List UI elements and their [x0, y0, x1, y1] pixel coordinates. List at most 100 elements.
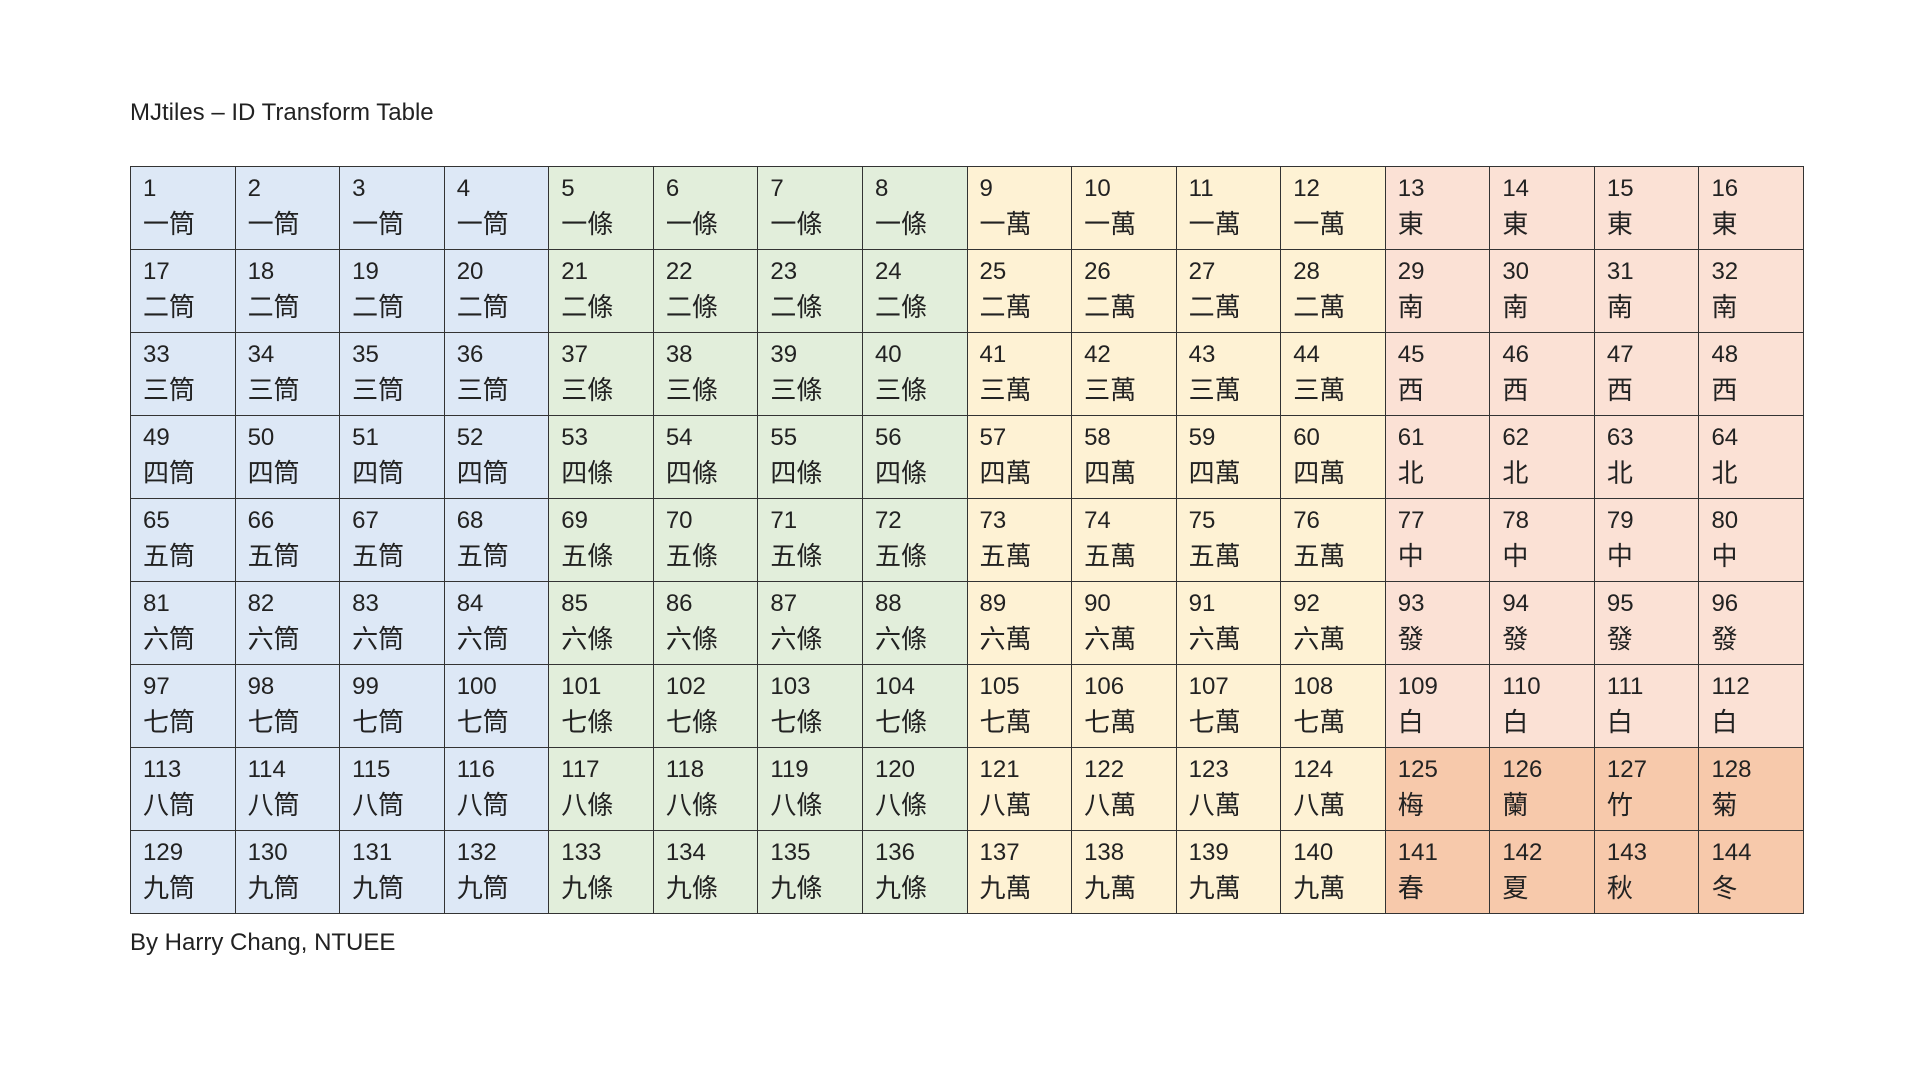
tile-cell: 135 九條 [757, 830, 863, 914]
tile-name: 三萬 [1084, 376, 1137, 406]
tile-id: 120 [874, 756, 915, 783]
tile-name: 五萬 [1293, 542, 1346, 572]
tile-id: 129 [143, 839, 184, 866]
tile-name: 發 [1397, 625, 1424, 655]
tile-cell: 109 白 [1384, 664, 1491, 748]
tile-cell: 8 一條 [861, 166, 968, 250]
tile-id: 8 [874, 175, 889, 202]
tile-cell: 57 四萬 [966, 415, 1073, 499]
tile-id: 86 [665, 590, 693, 617]
tile-name: 八萬 [1188, 791, 1241, 821]
tile-name: 東 [1397, 210, 1424, 240]
tile-name: 八條 [770, 791, 823, 821]
author-credit: By Harry Chang, NTUEE [130, 929, 396, 956]
tile-cell: 91 六萬 [1175, 581, 1282, 665]
tile-id: 110 [1502, 673, 1541, 700]
tile-name: 六條 [770, 625, 823, 655]
tile-id: 100 [456, 673, 497, 700]
tile-name: 五條 [665, 542, 718, 572]
tile-id: 20 [456, 258, 484, 285]
tile-id: 92 [1293, 590, 1320, 617]
tile-name: 八萬 [979, 791, 1032, 821]
tile-cell: 80 中 [1698, 498, 1804, 582]
tile-name: 六萬 [1188, 625, 1241, 655]
table-row: 129 九筒 130 九筒 131 九筒 132 九筒 133 九條 134 九條 135 九條 136 九條… [130, 830, 1804, 914]
table-row: 17 二筒 18 二筒 19 二筒 20 二筒 21 二條 22 二條 23 二條 24 二條 25 二萬 26 二萬… [130, 249, 1804, 333]
tile-id: 81 [143, 590, 170, 617]
tile-cell: 15 東 [1593, 166, 1700, 250]
tile-cell: 81 六筒 [130, 581, 236, 665]
tile-id: 68 [456, 507, 484, 534]
tile-cell: 128 菊 [1698, 747, 1804, 831]
tile-name: 白 [1397, 708, 1424, 738]
tile-cell: 87 六條 [757, 581, 863, 665]
tile-id: 82 [247, 590, 275, 617]
tile-id: 26 [1084, 258, 1111, 285]
tile-cell: 23 二條 [757, 249, 863, 333]
tile-cell: 122 八萬 [1071, 747, 1177, 831]
tile-id: 1 [143, 175, 157, 202]
tile-id: 17 [143, 258, 170, 285]
tile-name: 九條 [874, 874, 927, 904]
tile-name: 一條 [770, 210, 823, 240]
tile-name: 二萬 [1293, 293, 1346, 323]
tile-name: 二條 [770, 293, 823, 323]
tile-id: 18 [247, 258, 275, 285]
tile-id: 143 [1606, 839, 1647, 866]
tile-cell: 120 八條 [861, 747, 968, 831]
tile-cell: 114 八筒 [234, 747, 341, 831]
tile-id: 45 [1397, 341, 1425, 368]
tile-id: 5 [561, 175, 575, 202]
tile-cell: 51 四筒 [339, 415, 445, 499]
tile-cell: 112 白 [1698, 664, 1804, 748]
tile-id: 7 [770, 175, 784, 202]
tile-cell: 59 四萬 [1175, 415, 1282, 499]
tile-name: 九筒 [456, 874, 509, 904]
tile-cell: 18 二筒 [234, 249, 341, 333]
tile-name: 五筒 [247, 542, 300, 572]
tile-name: 二條 [665, 293, 718, 323]
tile-id: 99 [352, 673, 379, 700]
tile-id: 49 [143, 424, 170, 451]
tile-cell: 94 發 [1489, 581, 1595, 665]
tile-cell: 73 五萬 [966, 498, 1073, 582]
tile-id: 91 [1188, 590, 1216, 617]
tile-id: 109 [1397, 673, 1438, 700]
tile-name: 四筒 [456, 459, 509, 489]
tile-id: 87 [770, 590, 798, 617]
tile-cell: 1 一筒 [130, 166, 236, 250]
tile-name: 一條 [874, 210, 927, 240]
tile-id: 78 [1502, 507, 1530, 534]
tile-name: 白 [1711, 708, 1738, 738]
tile-id: 25 [979, 258, 1007, 285]
tile-name: 六筒 [247, 625, 300, 655]
tile-cell: 85 六條 [548, 581, 654, 665]
tile-cell: 96 發 [1698, 581, 1804, 665]
tile-name: 三條 [561, 376, 614, 406]
tile-name: 七筒 [143, 708, 196, 738]
tile-id: 105 [979, 673, 1020, 700]
tile-id: 77 [1397, 507, 1425, 534]
tile-name: 北 [1606, 459, 1633, 489]
tile-id: 16 [1711, 175, 1739, 202]
table-row: 65 五筒 66 五筒 67 五筒 68 五筒 69 五條 70 五條 71 五條 72 五條 73 五萬 74 五萬… [130, 498, 1804, 582]
tile-id: 83 [352, 590, 379, 617]
tile-id: 15 [1606, 175, 1634, 202]
tile-id: 138 [1084, 839, 1125, 866]
tile-cell: 113 八筒 [130, 747, 236, 831]
tile-name: 西 [1606, 376, 1633, 406]
tile-name: 三條 [665, 376, 718, 406]
tile-id: 128 [1711, 756, 1752, 783]
tile-id: 104 [874, 673, 915, 700]
tile-name: 七筒 [352, 708, 405, 738]
tile-name: 南 [1606, 293, 1633, 323]
tile-cell: 17 二筒 [130, 249, 236, 333]
tile-id: 34 [247, 341, 275, 368]
tile-cell: 49 四筒 [130, 415, 236, 499]
tile-id: 52 [456, 424, 484, 451]
tile-id: 114 [247, 756, 286, 783]
tile-name: 五萬 [1084, 542, 1137, 572]
tile-name: 菊 [1711, 791, 1738, 821]
tile-name: 一條 [561, 210, 614, 240]
